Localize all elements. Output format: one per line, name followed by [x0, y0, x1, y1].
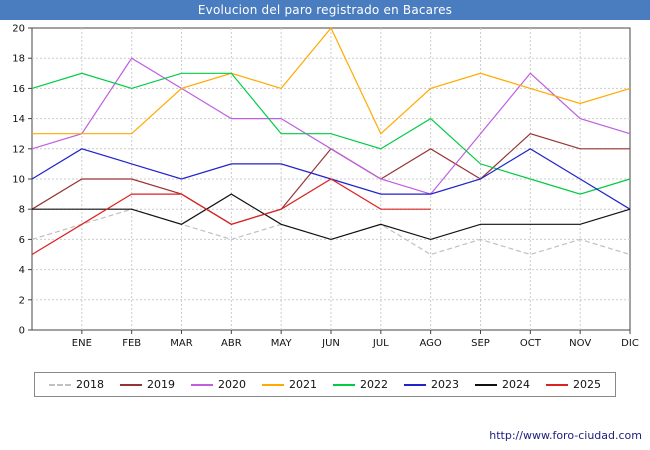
y-tick-label: 18: [12, 54, 25, 65]
legend-label: 2021: [289, 378, 317, 391]
x-tick-label: JUL: [372, 338, 389, 349]
legend-item-2019: 2019: [120, 378, 175, 391]
legend-line-2022: [333, 384, 355, 386]
x-tick-label: FEB: [122, 338, 141, 349]
legend-item-2021: 2021: [262, 378, 317, 391]
chart-title: Evolucion del paro registrado en Bacares: [0, 0, 650, 20]
legend-item-2025: 2025: [546, 378, 601, 391]
x-tick-label: ABR: [221, 338, 242, 349]
legend-item-2024: 2024: [475, 378, 530, 391]
series-line-2020: [31, 57, 631, 195]
legend-label: 2023: [431, 378, 459, 391]
legend-label: 2025: [573, 378, 601, 391]
legend-item-2022: 2022: [333, 378, 388, 391]
y-tick-label: 10: [12, 175, 25, 186]
y-tick-label: 4: [19, 265, 25, 276]
legend-line-2025: [546, 384, 568, 386]
legend-label: 2018: [76, 378, 104, 391]
legend-line-2019: [120, 384, 142, 386]
series-line-2021: [32, 26, 631, 135]
y-tick-label: 6: [19, 235, 25, 246]
legend-item-2023: 2023: [404, 378, 459, 391]
series-line-2022: [31, 72, 631, 195]
x-tick-label: JUN: [321, 338, 340, 349]
y-tick-label: 0: [19, 326, 25, 337]
chart-area: 0 2 4 6 8 10 12 14 16 18 20 ENE FEB MAR ABR MAY JUN JUL AG…: [0, 20, 650, 360]
x-tick-label: AGO: [420, 338, 442, 349]
legend-label: 2024: [502, 378, 530, 391]
series-line-2025: [31, 178, 431, 256]
y-tick-label: 14: [12, 114, 25, 125]
legend-label: 2020: [218, 378, 246, 391]
series-line-2024: [32, 193, 631, 241]
legend-label: 2022: [360, 378, 388, 391]
x-tick-label: MAY: [271, 338, 293, 349]
legend: 2018 2019 2020 2021 2022 2023 2024 2025: [34, 372, 616, 397]
legend-line-2021: [262, 384, 284, 386]
legend-item-2020: 2020: [191, 378, 246, 391]
y-tick-label: 20: [12, 24, 25, 35]
legend-line-2023: [404, 384, 426, 386]
y-tick-label: 16: [12, 84, 25, 95]
footer: http://www.foro-ciudad.com: [489, 429, 642, 442]
x-tick-label: MAR: [170, 338, 192, 349]
footer-url[interactable]: http://www.foro-ciudad.com: [489, 429, 642, 442]
x-tick-label: OCT: [520, 338, 542, 349]
x-tick-label: NOV: [569, 338, 591, 349]
y-tick-label: 12: [12, 144, 25, 155]
y-tick-label: 2: [19, 295, 25, 306]
line-chart: 0 2 4 6 8 10 12 14 16 18 20 ENE FEB MAR ABR MAY JUN JUL AG…: [12, 24, 639, 350]
legend-line-2020: [191, 384, 213, 386]
legend-line-2024: [475, 384, 497, 386]
x-tick-label: SEP: [471, 338, 490, 349]
x-tick-label: DIC: [621, 338, 639, 349]
legend-line-2018: [49, 384, 71, 386]
x-tick-label: ENE: [72, 338, 92, 349]
legend-label: 2019: [147, 378, 175, 391]
y-tick-label: 8: [19, 205, 25, 216]
legend-item-2018: 2018: [49, 378, 104, 391]
